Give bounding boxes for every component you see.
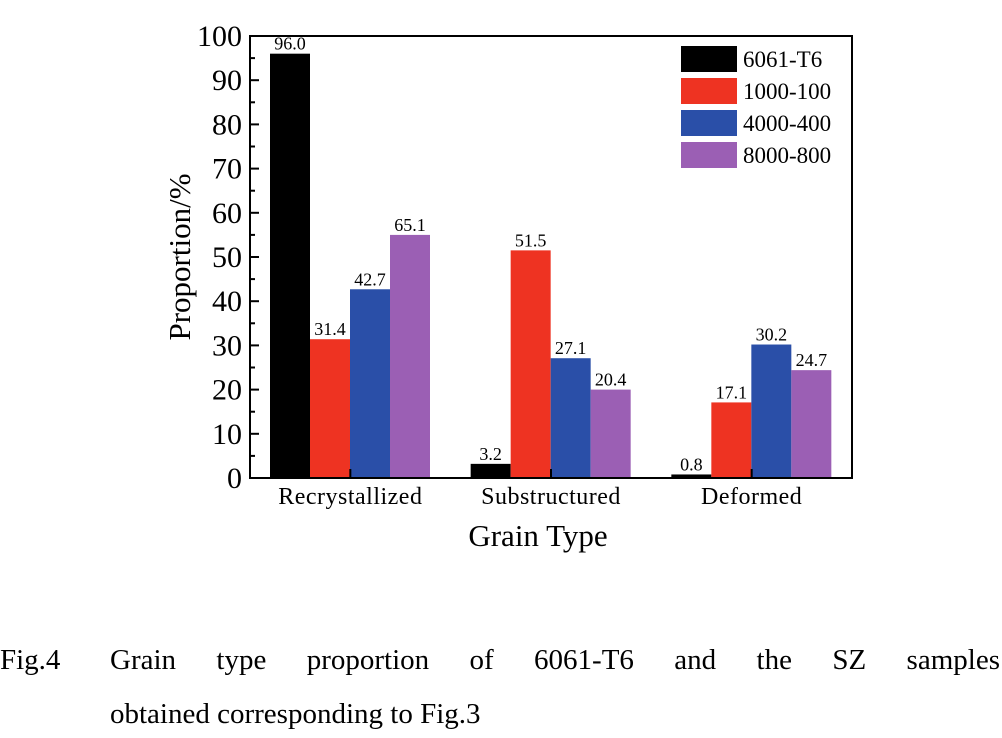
legend-label: 4000-400	[743, 111, 831, 136]
bar-value-label: 65.1	[394, 215, 426, 235]
bar-value-labels: 96.0 31.4 42.7 65.1 3.2 51.5 27.1 20.4 0.8 17.1 30…	[274, 34, 827, 475]
legend-swatch	[681, 142, 737, 168]
legend-label: 8000-800	[743, 143, 831, 168]
x-tick-label: Recrystallized	[278, 484, 422, 510]
y-tick-label: 100	[197, 20, 242, 53]
x-tick-label: Substructured	[481, 484, 621, 510]
bar-value-label: 96.0	[274, 34, 306, 54]
bar-value-label: 30.2	[756, 325, 788, 345]
bar-value-label: 27.1	[555, 338, 587, 358]
caption-line-1: Grain type proportion of 6061-T6 and the…	[110, 644, 1000, 676]
bar-1000-100-deformed	[711, 402, 752, 478]
bar-series	[270, 53, 832, 479]
caption-line-2: obtained corresponding to Fig.3	[110, 698, 481, 730]
bar-value-label: 20.4	[595, 370, 627, 390]
y-tick-label: 80	[212, 108, 242, 141]
y-axis-title: Proportion/%	[162, 173, 197, 340]
bar-4000-400-deformed	[751, 344, 792, 478]
bar-8000-800-recrystallized	[390, 234, 430, 478]
bar-value-label: 24.7	[796, 350, 828, 370]
x-axis-title: Grain Type	[468, 518, 607, 553]
y-tick-label: 30	[212, 329, 242, 362]
y-tick-label: 90	[212, 64, 242, 97]
y-tick-label: 70	[212, 153, 242, 186]
figure-caption: Fig.4 Grain type proportion of 6061-T6 a…	[0, 636, 1002, 684]
caption-label: Fig.4	[0, 644, 61, 676]
legend-label: 1000-100	[743, 79, 831, 104]
y-tick-label: 50	[212, 241, 242, 274]
bar-value-label: 0.8	[680, 454, 703, 474]
bar-value-label: 3.2	[479, 444, 502, 464]
bar-8000-800-substructured	[590, 389, 631, 478]
bar-6061-T6-recrystallized	[270, 53, 310, 479]
legend-swatch	[681, 46, 737, 72]
y-tick-label: 60	[212, 197, 242, 230]
bar-1000-100-substructured	[510, 250, 551, 478]
bar-6061-T6-substructured	[470, 463, 511, 478]
bar-chart: 0 10 20 30 40 50 60 70 80 90 100 96.0 31.4 42.7 65.1 3…	[162, 20, 853, 553]
bar-value-label: 42.7	[354, 269, 386, 289]
plot-frame	[249, 35, 853, 479]
legend: 6061-T6 1000-100 4000-400 8000-800	[681, 46, 831, 168]
x-axis-ticks: Recrystallized Substructured Deformed	[278, 469, 802, 510]
y-axis-ticks: 0 10 20 30 40 50 60 70 80 90 100	[197, 20, 259, 495]
bar-1000-100-recrystallized	[310, 339, 350, 478]
x-tick-label: Deformed	[701, 484, 802, 510]
legend-label: 6061-T6	[743, 47, 822, 72]
y-tick-label: 0	[227, 462, 242, 495]
y-tick-label: 10	[212, 418, 242, 451]
y-tick-label: 40	[212, 285, 242, 318]
y-tick-label: 20	[212, 374, 242, 407]
bar-4000-400-substructured	[550, 358, 591, 478]
bar-4000-400-recrystallized	[350, 289, 390, 478]
legend-swatch	[681, 78, 737, 104]
bar-value-label: 31.4	[314, 319, 346, 339]
bar-value-label: 51.5	[515, 230, 547, 250]
bar-6061-T6-deformed	[671, 474, 712, 478]
bar-8000-800-deformed	[791, 370, 832, 478]
bar-value-label: 17.1	[716, 382, 748, 402]
legend-swatch	[681, 110, 737, 136]
